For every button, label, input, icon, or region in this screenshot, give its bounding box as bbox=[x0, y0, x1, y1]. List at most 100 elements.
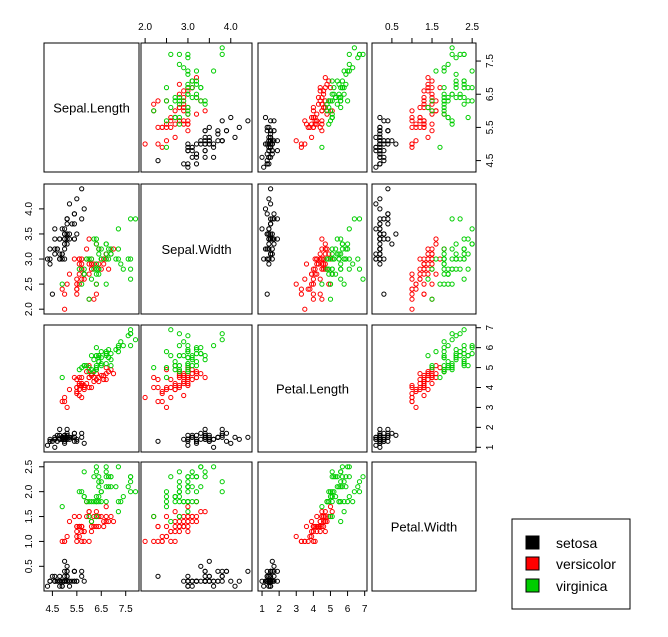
diagonal-label-Petal.Length: Petal.Length bbox=[276, 382, 349, 397]
point-setosa bbox=[232, 134, 238, 140]
point-virginica bbox=[333, 271, 339, 277]
point-virginica bbox=[118, 261, 124, 267]
point-versicolor bbox=[176, 384, 182, 391]
point-setosa bbox=[259, 154, 265, 160]
point-versicolor bbox=[168, 394, 174, 401]
point-versicolor bbox=[163, 533, 170, 540]
tick-label-left: 0.5 bbox=[24, 559, 35, 573]
point-virginica bbox=[429, 296, 435, 302]
point-versicolor bbox=[302, 118, 308, 124]
point-virginica bbox=[345, 464, 351, 470]
point-virginica bbox=[185, 343, 191, 349]
point-versicolor bbox=[425, 372, 431, 379]
point-virginica bbox=[125, 256, 131, 262]
point-virginica bbox=[98, 499, 104, 505]
point-virginica bbox=[193, 499, 200, 505]
point-virginica bbox=[96, 494, 102, 500]
point-setosa bbox=[81, 206, 87, 212]
point-setosa bbox=[202, 578, 208, 584]
point-virginica bbox=[219, 479, 225, 485]
point-versicolor bbox=[74, 533, 80, 540]
point-setosa bbox=[62, 256, 68, 262]
point-setosa bbox=[377, 246, 383, 252]
point-virginica bbox=[93, 513, 100, 520]
point-versicolor bbox=[309, 518, 315, 525]
point-versicolor bbox=[76, 523, 82, 530]
point-versicolor bbox=[298, 286, 304, 292]
point-versicolor bbox=[321, 104, 327, 111]
point-setosa bbox=[377, 206, 383, 212]
point-versicolor bbox=[425, 386, 431, 393]
point-virginica bbox=[441, 369, 447, 375]
point-virginica bbox=[106, 484, 112, 490]
point-virginica bbox=[339, 85, 345, 91]
point-versicolor bbox=[84, 369, 90, 375]
point-virginica bbox=[461, 85, 467, 91]
point-setosa bbox=[211, 436, 217, 442]
point-versicolor bbox=[93, 523, 100, 530]
point-virginica bbox=[93, 266, 100, 272]
point-virginica bbox=[429, 266, 435, 272]
point-virginica bbox=[331, 91, 337, 97]
point-versicolor bbox=[76, 533, 82, 540]
point-setosa bbox=[211, 578, 217, 584]
point-setosa bbox=[185, 573, 191, 579]
point-versicolor bbox=[163, 513, 170, 520]
point-versicolor bbox=[163, 367, 170, 373]
point-versicolor bbox=[74, 523, 80, 530]
point-virginica bbox=[327, 296, 334, 302]
point-setosa bbox=[269, 231, 275, 237]
tick-label-right: 4 bbox=[485, 384, 496, 390]
point-setosa bbox=[69, 434, 75, 440]
point-virginica bbox=[425, 353, 431, 359]
point-virginica bbox=[339, 484, 345, 490]
point-virginica bbox=[441, 246, 447, 252]
point-setosa bbox=[81, 440, 87, 446]
point-versicolor bbox=[189, 513, 195, 520]
point-setosa bbox=[185, 164, 191, 170]
point-setosa bbox=[261, 164, 267, 170]
point-setosa bbox=[261, 256, 267, 262]
point-virginica bbox=[341, 91, 347, 97]
point-setosa bbox=[47, 256, 53, 262]
legend-item-setosa: setosa bbox=[525, 535, 597, 551]
point-virginica bbox=[96, 266, 102, 272]
point-versicolor bbox=[417, 124, 423, 131]
point-virginica bbox=[331, 474, 337, 480]
panel-Petal.Length-vs-Petal.Length bbox=[257, 324, 368, 453]
point-setosa bbox=[271, 236, 277, 242]
point-virginica bbox=[163, 85, 170, 91]
point-versicolor bbox=[321, 261, 327, 267]
point-virginica bbox=[346, 464, 352, 470]
point-virginica bbox=[449, 45, 455, 51]
point-virginica bbox=[329, 266, 335, 272]
point-setosa bbox=[271, 118, 277, 124]
point-versicolor bbox=[303, 523, 310, 530]
point-setosa bbox=[64, 221, 70, 227]
point-versicolor bbox=[421, 98, 427, 104]
point-virginica bbox=[128, 256, 134, 262]
tick-label-bottom: 2 bbox=[276, 604, 282, 615]
point-virginica bbox=[176, 101, 182, 107]
point-versicolor bbox=[71, 513, 78, 520]
point-versicolor bbox=[310, 266, 316, 272]
point-virginica bbox=[453, 241, 459, 247]
point-virginica bbox=[449, 91, 455, 97]
point-virginica bbox=[185, 333, 191, 339]
point-versicolor bbox=[421, 94, 427, 101]
point-virginica bbox=[345, 499, 351, 505]
point-versicolor bbox=[91, 296, 97, 302]
point-virginica bbox=[449, 216, 455, 222]
point-versicolor bbox=[110, 371, 117, 377]
panel-Petal.Width-vs-Sepal.Width bbox=[140, 461, 253, 592]
point-setosa bbox=[269, 256, 275, 262]
point-versicolor bbox=[409, 141, 415, 147]
point-versicolor bbox=[74, 528, 80, 535]
point-versicolor bbox=[293, 138, 299, 144]
point-versicolor bbox=[317, 124, 323, 131]
point-virginica bbox=[457, 91, 463, 97]
point-setosa bbox=[381, 231, 387, 237]
point-versicolor bbox=[155, 376, 161, 383]
point-setosa bbox=[74, 231, 80, 237]
point-setosa bbox=[57, 573, 63, 579]
